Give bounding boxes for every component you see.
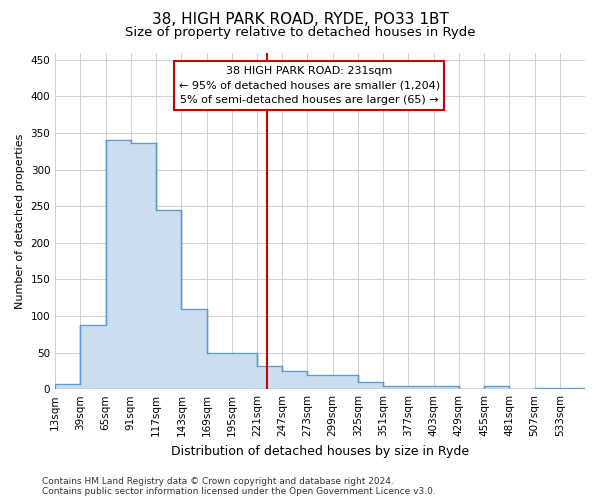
Text: Size of property relative to detached houses in Ryde: Size of property relative to detached ho… [125, 26, 475, 39]
Text: 38, HIGH PARK ROAD, RYDE, PO33 1BT: 38, HIGH PARK ROAD, RYDE, PO33 1BT [152, 12, 448, 28]
Y-axis label: Number of detached properties: Number of detached properties [15, 133, 25, 308]
Polygon shape [55, 140, 585, 389]
X-axis label: Distribution of detached houses by size in Ryde: Distribution of detached houses by size … [171, 444, 469, 458]
Text: 38 HIGH PARK ROAD: 231sqm  
← 95% of detached houses are smaller (1,204)
5% of s: 38 HIGH PARK ROAD: 231sqm ← 95% of detac… [179, 66, 440, 105]
Text: Contains HM Land Registry data © Crown copyright and database right 2024.
Contai: Contains HM Land Registry data © Crown c… [42, 476, 436, 496]
